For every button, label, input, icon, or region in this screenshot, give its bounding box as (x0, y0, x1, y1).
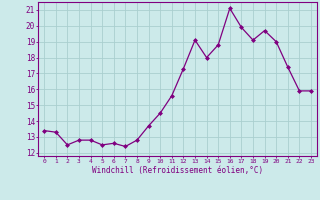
X-axis label: Windchill (Refroidissement éolien,°C): Windchill (Refroidissement éolien,°C) (92, 166, 263, 175)
